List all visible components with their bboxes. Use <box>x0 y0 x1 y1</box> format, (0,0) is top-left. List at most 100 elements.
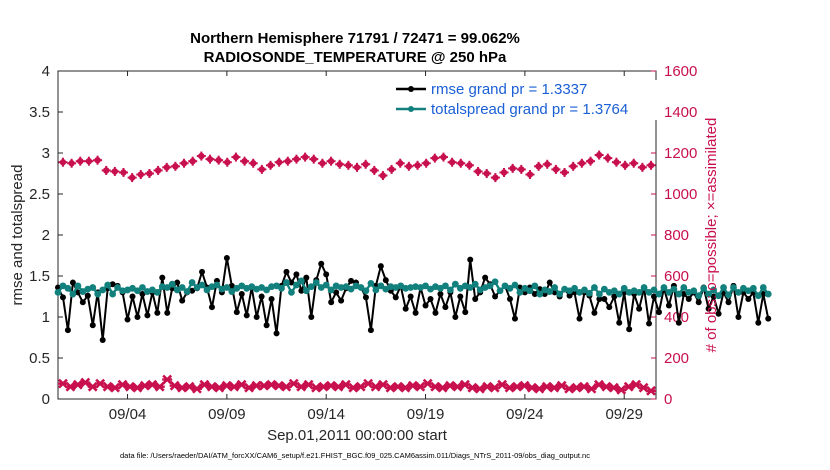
point-totalspread <box>372 286 380 294</box>
point-nobs_possible <box>499 167 509 177</box>
point-nobs_possible <box>119 167 129 177</box>
point-nobs_possible <box>560 167 570 177</box>
x-tick-label: 09/09 <box>208 406 246 423</box>
point-rmse <box>64 327 71 334</box>
series-layer <box>54 150 772 396</box>
point-rmse <box>348 277 355 284</box>
point-totalspread <box>496 287 504 295</box>
point-nobs_possible <box>136 170 146 180</box>
point-rmse <box>263 322 270 329</box>
point-nobs_possible <box>629 158 639 168</box>
point-totalspread <box>615 290 623 298</box>
point-rmse <box>89 322 96 329</box>
point-totalspread <box>293 281 300 289</box>
point-nobs_possible <box>274 157 284 167</box>
point-nobs_possible <box>585 156 595 166</box>
point-rmse <box>328 299 335 306</box>
legend-rmse-label: rmse grand pr = 1.3337 <box>431 81 587 98</box>
point-totalspread <box>188 279 196 286</box>
point-rmse <box>765 315 772 322</box>
point-nobs_possible <box>646 160 656 170</box>
point-rmse <box>243 312 250 319</box>
y-tick-label-right: 800 <box>664 227 689 244</box>
point-rmse <box>308 314 315 320</box>
point-rmse <box>675 319 682 326</box>
point-rmse <box>268 295 275 302</box>
point-totalspread <box>759 284 767 291</box>
point-totalspread <box>516 289 524 296</box>
point-nobs_possible <box>75 156 85 166</box>
point-rmse <box>258 293 265 300</box>
point-rmse <box>238 291 245 298</box>
point-totalspread <box>511 281 519 289</box>
point-nobs_possible <box>421 158 431 168</box>
point-totalspread <box>556 290 564 298</box>
point-nobs_possible <box>594 150 604 160</box>
y-tick-label-right: 200 <box>664 350 689 367</box>
point-rmse <box>323 271 330 278</box>
point-nobs_possible <box>611 157 621 167</box>
point-rmse <box>159 274 166 281</box>
point-nobs_possible <box>464 160 474 170</box>
point-rmse <box>412 309 419 316</box>
tick-marks <box>58 70 656 400</box>
point-totalspread <box>198 281 206 289</box>
point-rmse <box>422 302 429 309</box>
point-totalspread <box>650 286 658 294</box>
legend: rmse grand pr = 1.3337 totalspread grand… <box>388 80 658 120</box>
point-nobs_possible <box>577 158 587 168</box>
point-rmse <box>432 309 439 316</box>
point-totalspread <box>183 288 191 295</box>
right-tick-labels: 0 200 400 600 800 1000 1200 1400 1600 <box>664 63 697 408</box>
point-rmse <box>338 297 345 304</box>
point-totalspread <box>297 277 305 285</box>
point-totalspread <box>695 292 703 300</box>
point-nobs_possible <box>490 173 500 183</box>
point-nobs_assimilated <box>586 383 597 394</box>
point-totalspread <box>665 289 673 296</box>
point-rmse <box>228 282 235 289</box>
point-totalspread <box>551 284 559 291</box>
y-tick-label-left: 3.5 <box>29 104 50 121</box>
point-nobs_possible <box>127 173 137 183</box>
point-totalspread <box>675 290 683 298</box>
point-nobs_possible <box>335 159 345 169</box>
point-totalspread <box>367 279 375 287</box>
x-tick-labels: 09/04 09/09 09/14 09/19 09/24 09/29 <box>109 406 643 423</box>
point-totalspread <box>446 286 454 294</box>
point-rmse <box>69 279 76 286</box>
point-totalspread <box>725 291 732 299</box>
point-nobs_assimilated <box>80 377 91 388</box>
point-rmse <box>566 292 573 299</box>
legend-rmse-marker <box>408 86 414 92</box>
point-rmse <box>576 315 583 322</box>
point-rmse <box>273 330 280 337</box>
point-nobs_possible <box>525 170 535 180</box>
y-tick-label-right: 1600 <box>664 63 697 80</box>
chart-title-line2: RADIOSONDE_TEMPERATURE @ 250 hPa <box>204 49 507 66</box>
point-totalspread <box>749 284 757 292</box>
point-rmse <box>442 304 449 311</box>
point-rmse <box>139 291 146 298</box>
point-totalspread <box>586 289 593 297</box>
point-nobs_possible <box>188 156 198 166</box>
point-nobs_possible <box>620 160 630 170</box>
point-rmse <box>760 291 767 298</box>
point-totalspread <box>600 285 608 293</box>
point-nobs_possible <box>395 158 405 168</box>
point-rmse <box>189 287 196 294</box>
point-totalspread <box>139 284 146 291</box>
point-rmse <box>472 295 479 302</box>
point-totalspread <box>546 288 554 295</box>
point-nobs_possible <box>170 161 180 171</box>
point-nobs_possible <box>110 166 120 176</box>
legend-spread-marker <box>408 106 414 112</box>
point-rmse <box>437 291 444 298</box>
point-rmse <box>511 315 518 322</box>
point-totalspread <box>720 284 727 291</box>
plot-axes: 0 0.5 1 1.5 2 2.5 3 3.5 4 0 200 400 600 800 1000 1200 1… <box>29 63 697 423</box>
point-nobs_possible <box>291 154 301 164</box>
point-totalspread <box>442 282 449 290</box>
point-nobs_possible <box>317 158 327 168</box>
